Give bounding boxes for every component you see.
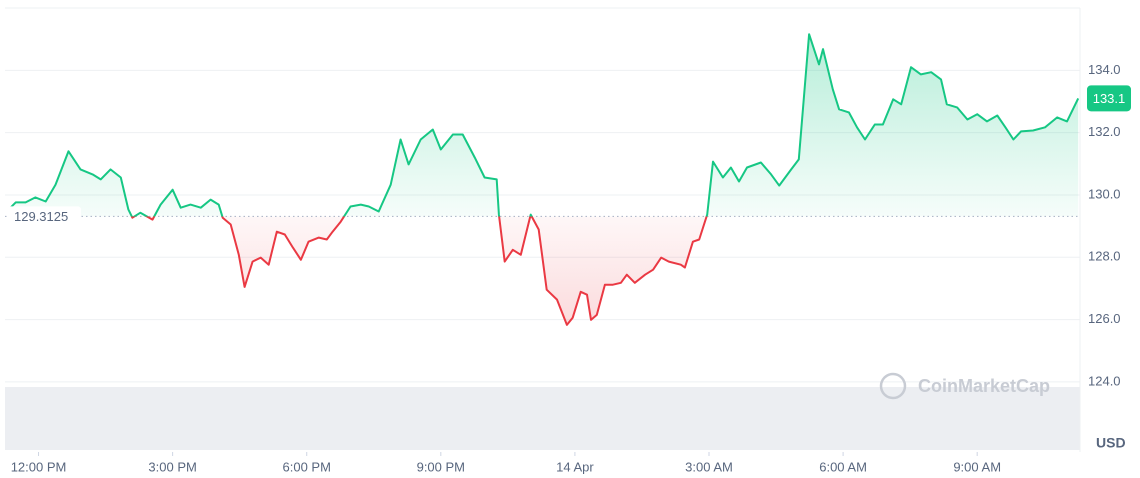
plot	[5, 33, 1080, 326]
y-tick-label: 130.0	[1088, 186, 1121, 201]
x-tick-label: 6:00 PM	[283, 459, 331, 474]
y-unit: USD	[1096, 435, 1126, 451]
y-tick-label: 132.0	[1088, 124, 1121, 139]
current-price-badge	[1087, 85, 1131, 112]
watermark-logo	[879, 372, 907, 400]
x-tick-label: 9:00 AM	[953, 459, 1001, 474]
y-tick-label: 128.0	[1088, 249, 1121, 264]
watermark-group: CoinMarketCap	[879, 372, 1050, 400]
watermark: CoinMarketCap	[918, 376, 1050, 396]
x-tick-label: 14 Apr	[556, 459, 594, 474]
baseline-label: 129.3125	[14, 209, 68, 224]
volume-area	[5, 387, 1080, 450]
y-tick-label: 134.0	[1088, 62, 1121, 77]
x-tick-label: 9:00 PM	[417, 459, 465, 474]
x-tick-label: 3:00 PM	[148, 459, 196, 474]
current-price-label: 133.1	[1093, 91, 1126, 106]
x-tick-label: 3:00 AM	[685, 459, 733, 474]
y-tick-label: 124.0	[1088, 373, 1121, 388]
x-tick-label: 12:00 PM	[11, 459, 67, 474]
baseline-label-bg	[7, 206, 81, 227]
area	[8, 34, 1079, 325]
x-tick-label: 6:00 AM	[819, 459, 867, 474]
y-tick-label: 126.0	[1088, 311, 1121, 326]
price-line	[7, 33, 1080, 326]
